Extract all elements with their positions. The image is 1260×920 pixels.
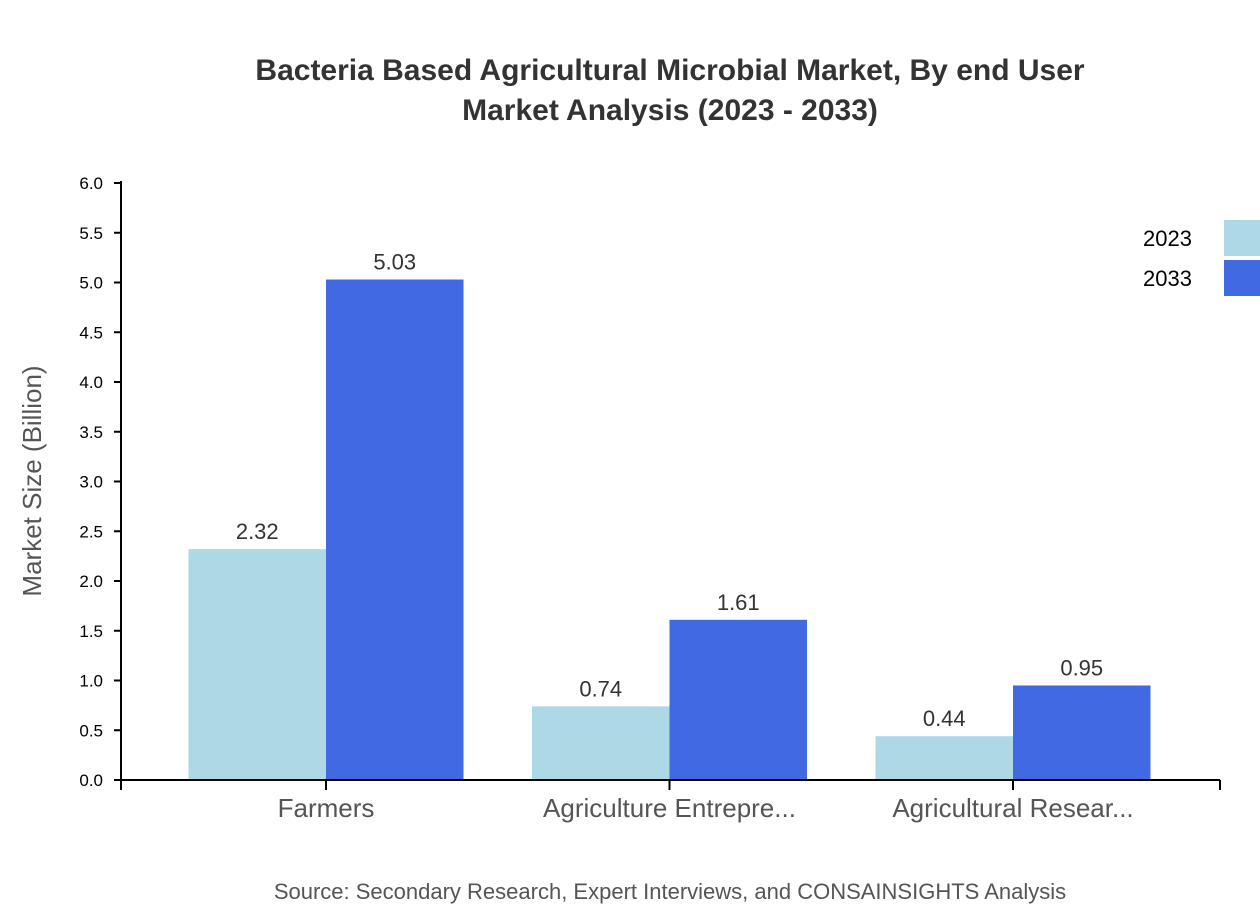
axes: 0.0 0.5 1.0 1.5 2.0 2.5 3.0 3.5 4.0 4.5 5.0 5.5 6.0 F… — [79, 174, 1221, 823]
legend-swatch-2023 — [1224, 220, 1260, 256]
y-tick-label: 2.0 — [79, 572, 103, 591]
chart-title-line-2: Market Analysis (2023 - 2033) — [462, 94, 878, 127]
legend: 2023 2033 — [1143, 220, 1260, 296]
legend-label-2023: 2023 — [1143, 226, 1192, 251]
legend-swatch-2033 — [1224, 260, 1260, 296]
y-axis-label: Market Size (Billion) — [17, 365, 47, 596]
bar-2033-0 — [326, 279, 464, 780]
y-tick-label: 5.5 — [79, 224, 103, 243]
bar-2023-2 — [875, 736, 1013, 780]
data-label-2023-2: 0.44 — [923, 706, 966, 731]
bar-2023-0 — [188, 549, 326, 780]
y-tick-label: 3.0 — [79, 473, 103, 492]
x-tick-label: Agricultural Resear... — [892, 793, 1133, 823]
data-label-2033-1: 1.61 — [717, 590, 760, 615]
bars: 2.32 5.03 0.74 1.61 0.44 0.95 — [188, 250, 1151, 780]
y-tick-label: 0.5 — [79, 721, 103, 740]
x-tick-label: Agriculture Entrepre... — [543, 793, 796, 823]
y-tick-label: 4.0 — [79, 373, 103, 392]
bar-2033-1 — [669, 619, 807, 780]
data-label-2033-0: 5.03 — [373, 250, 416, 275]
y-tick-label: 3.5 — [79, 423, 103, 442]
y-tick-label: 4.5 — [79, 323, 103, 342]
data-label-2023-0: 2.32 — [236, 519, 279, 544]
y-tick-label: 0.0 — [79, 771, 103, 790]
x-tick-label: Farmers — [278, 793, 375, 823]
bar-2023-1 — [532, 706, 670, 780]
y-tick-label: 2.5 — [79, 522, 103, 541]
y-tick-label: 1.5 — [79, 622, 103, 641]
y-tick-label: 1.0 — [79, 672, 103, 691]
data-label-2023-1: 0.74 — [579, 676, 622, 701]
source-note: Source: Secondary Research, Expert Inter… — [274, 879, 1066, 904]
bar-2033-2 — [1013, 685, 1151, 780]
chart-title-line-1: Bacteria Based Agricultural Microbial Ma… — [255, 54, 1084, 87]
y-tick-label: 6.0 — [79, 174, 103, 193]
legend-label-2033: 2033 — [1143, 266, 1192, 291]
y-tick-label: 5.0 — [79, 274, 103, 293]
data-label-2033-2: 0.95 — [1060, 655, 1103, 680]
